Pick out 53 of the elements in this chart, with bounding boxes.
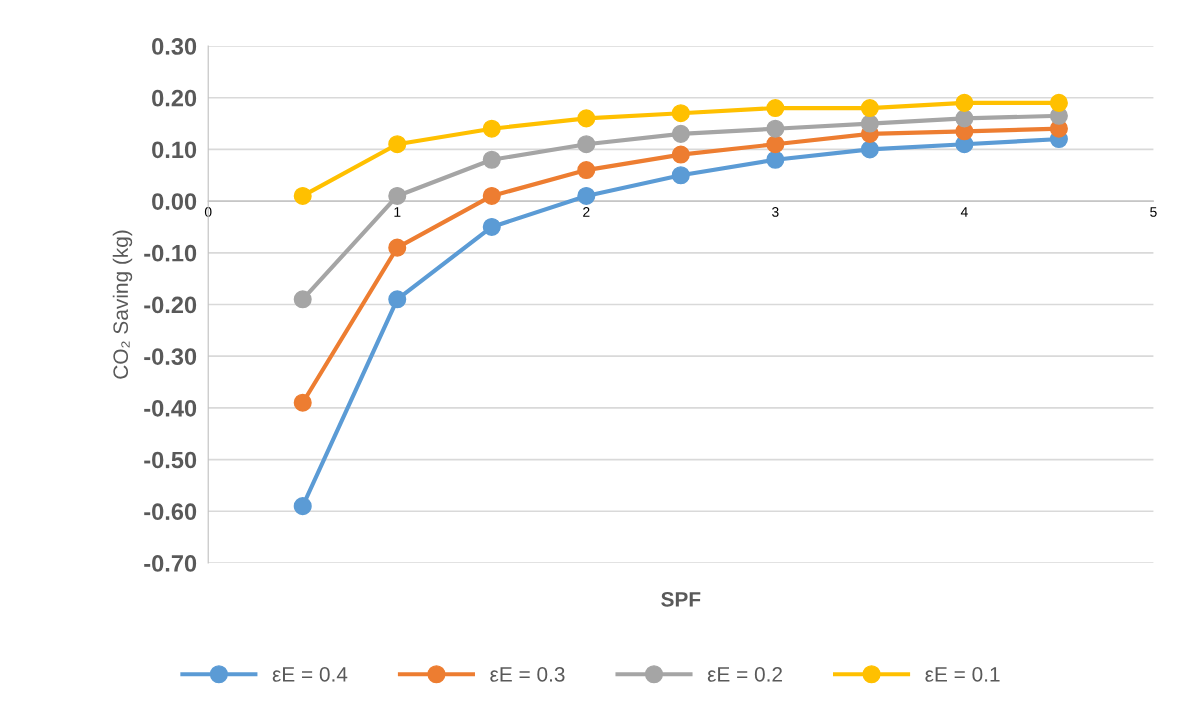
point [482, 217, 501, 236]
y-tick-label: 0.10 [152, 141, 197, 159]
point [766, 135, 785, 154]
legend-label: εE = 0.1 [925, 667, 1000, 682]
point [482, 119, 501, 138]
x-tick-label: 1 [394, 207, 401, 217]
point [577, 135, 596, 154]
legend-label: εE = 0.4 [272, 667, 348, 682]
point [860, 114, 879, 133]
point [577, 109, 596, 128]
x-tick-label: 0 [204, 207, 212, 217]
point [293, 186, 312, 205]
y-tick-label: -0.50 [144, 451, 197, 469]
y-tick-label: 0.00 [152, 193, 197, 210]
point [671, 166, 690, 185]
y-tick-label: 0.30 [152, 38, 197, 55]
point [955, 93, 974, 112]
point [766, 119, 785, 138]
x-tick-label: 4 [960, 207, 968, 217]
point [577, 161, 596, 180]
point [1049, 93, 1068, 112]
y-tick-label: 0.20 [152, 89, 197, 107]
x-tick-label: 2 [583, 207, 590, 217]
x-axis-title: SPF [661, 591, 701, 607]
point [671, 104, 690, 123]
point [293, 290, 312, 309]
point [671, 124, 690, 143]
y-tick-label: -0.10 [144, 244, 197, 262]
point [293, 497, 312, 516]
point [860, 140, 879, 159]
point [860, 99, 879, 118]
point [388, 290, 407, 309]
y-tick-label: -0.70 [144, 555, 197, 572]
point [766, 99, 785, 118]
point [577, 186, 596, 205]
y-tick-label: -0.30 [144, 348, 197, 366]
point [955, 109, 974, 128]
x-tick-label: 5 [1150, 207, 1157, 217]
point [388, 238, 407, 257]
legend-label: εE = 0.3 [490, 667, 565, 682]
point [482, 150, 501, 169]
point [766, 150, 785, 169]
point [388, 186, 407, 205]
legend-label: εE = 0.2 [707, 667, 782, 682]
point [388, 135, 407, 154]
point [482, 186, 501, 205]
y-tick-label: -0.60 [144, 503, 197, 521]
y-tick-label: -0.40 [144, 399, 197, 417]
x-tick-label: 3 [772, 207, 779, 217]
y-axis-title: CO₂ Saving (kg) [112, 230, 133, 379]
y-tick-label: -0.20 [144, 296, 197, 314]
point [671, 145, 690, 164]
point [293, 393, 312, 412]
